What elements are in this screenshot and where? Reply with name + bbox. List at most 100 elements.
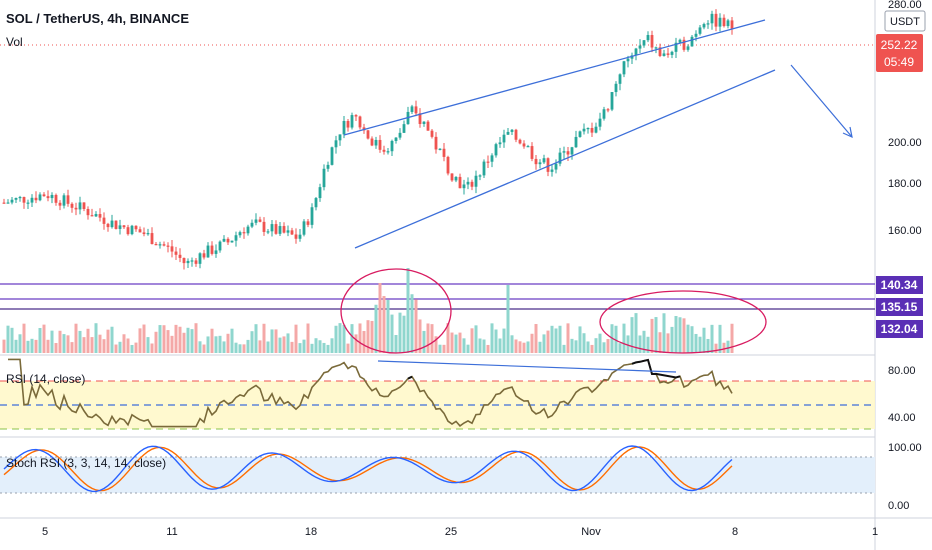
volume-bar xyxy=(570,338,574,353)
candle-body xyxy=(202,253,206,258)
volume-bar xyxy=(206,336,210,353)
candle-body xyxy=(650,35,654,48)
candle-body xyxy=(74,207,78,210)
time-axis[interactable]: 5 11 18 25 Nov 8 1 xyxy=(42,526,878,538)
candle-body xyxy=(210,245,214,254)
level-value-2: 135.15 xyxy=(881,300,918,314)
candle-body xyxy=(226,238,230,243)
volume-bar xyxy=(234,342,238,353)
volume-bar xyxy=(10,327,14,353)
volume-bar xyxy=(598,333,602,353)
volume-bar xyxy=(154,331,158,353)
rsi-overbought-segment xyxy=(631,358,681,379)
candle-body xyxy=(526,146,530,148)
volume-bar xyxy=(66,335,70,353)
volume-bar xyxy=(398,312,402,353)
candle-body xyxy=(670,51,674,55)
volume-bar xyxy=(334,325,338,353)
volume-bar xyxy=(702,327,706,353)
channel-upper-line[interactable] xyxy=(343,19,766,136)
candle-body xyxy=(566,151,570,155)
volume-bar xyxy=(370,320,374,353)
rsi-title[interactable]: RSI (14, close) xyxy=(6,372,85,386)
candle-body xyxy=(306,221,310,225)
candle-body xyxy=(606,109,610,111)
volume-bar xyxy=(290,341,294,353)
volume-bar xyxy=(18,334,22,353)
volume-bar xyxy=(518,341,522,353)
candle-body xyxy=(142,232,146,235)
volume-bar xyxy=(554,328,558,353)
volume-bar xyxy=(470,328,474,353)
candle-body xyxy=(594,126,598,133)
volume-ellipse-right[interactable] xyxy=(599,290,767,354)
candle-body xyxy=(698,27,702,34)
volume-bar xyxy=(426,323,430,353)
candle-body xyxy=(518,139,522,144)
candle-body xyxy=(666,53,670,55)
candle-body xyxy=(646,35,650,41)
candle-body xyxy=(166,245,170,247)
volume-bar xyxy=(182,332,186,353)
candle-body xyxy=(694,33,698,37)
current-price-badge xyxy=(876,34,923,72)
candle-body xyxy=(502,134,506,143)
volume-bar xyxy=(442,344,446,353)
candle-body xyxy=(378,139,382,150)
volume-bar xyxy=(342,324,346,353)
volume-bar xyxy=(422,330,426,353)
volume-bar xyxy=(226,333,230,353)
candle-body xyxy=(238,232,242,236)
candle-body xyxy=(154,244,158,246)
candle-body xyxy=(358,116,362,128)
candle-body xyxy=(162,244,166,246)
candle-body xyxy=(470,181,474,187)
stoch-tick: 100.00 xyxy=(888,442,922,454)
volume-ellipse-left[interactable] xyxy=(340,268,452,354)
stoch-title[interactable]: Stoch RSI (3, 3, 14, 14, close) xyxy=(6,456,166,470)
volume-bar xyxy=(54,343,58,353)
candle-body xyxy=(598,118,602,127)
volume-bar xyxy=(202,344,206,353)
candle-body xyxy=(578,131,582,137)
volume-bar xyxy=(618,343,622,353)
candle-body xyxy=(218,241,222,251)
volume-bar xyxy=(26,340,30,353)
volume-bar xyxy=(446,323,450,353)
candle-body xyxy=(318,187,322,199)
candle-body xyxy=(22,196,26,203)
candle-body xyxy=(542,158,546,163)
candle-body xyxy=(422,121,426,124)
volume-bar xyxy=(566,323,570,353)
volume-bar xyxy=(574,340,578,353)
volume-bar xyxy=(170,335,174,353)
candle-body xyxy=(122,225,126,228)
candle-body xyxy=(270,224,274,232)
stoch-panel xyxy=(0,445,875,494)
stoch-tick: 0.00 xyxy=(888,500,909,512)
symbol-title[interactable]: SOL / TetherUS, 4h, BINANCE xyxy=(6,11,189,26)
level-value-1: 140.34 xyxy=(881,278,918,292)
volume-bar xyxy=(578,326,582,353)
candle-body xyxy=(546,158,550,172)
volume-bar xyxy=(314,338,318,353)
channel-lower-line[interactable] xyxy=(354,69,776,249)
volume-bar xyxy=(590,344,594,353)
volume-bar xyxy=(94,323,98,353)
volume-bar xyxy=(638,335,642,353)
volume-bar xyxy=(294,324,298,353)
volume-indicator-label[interactable]: Vol xyxy=(6,35,23,49)
volume-bar xyxy=(346,343,350,353)
candle-body xyxy=(386,151,390,153)
candle-body xyxy=(102,217,106,224)
price-axis[interactable]: 280.00 USDT 252.22 05:49 200.00 180.00 1… xyxy=(876,0,926,512)
currency-badge[interactable] xyxy=(884,10,926,32)
volume-bar xyxy=(622,323,626,353)
projection-arrow[interactable] xyxy=(790,64,853,139)
volume-bar xyxy=(242,344,246,353)
candle-body xyxy=(642,40,646,46)
rsi-divergence-line[interactable] xyxy=(377,360,677,373)
volume-bar xyxy=(686,324,690,353)
volume-bar xyxy=(362,330,366,353)
volume-bar xyxy=(158,325,162,353)
